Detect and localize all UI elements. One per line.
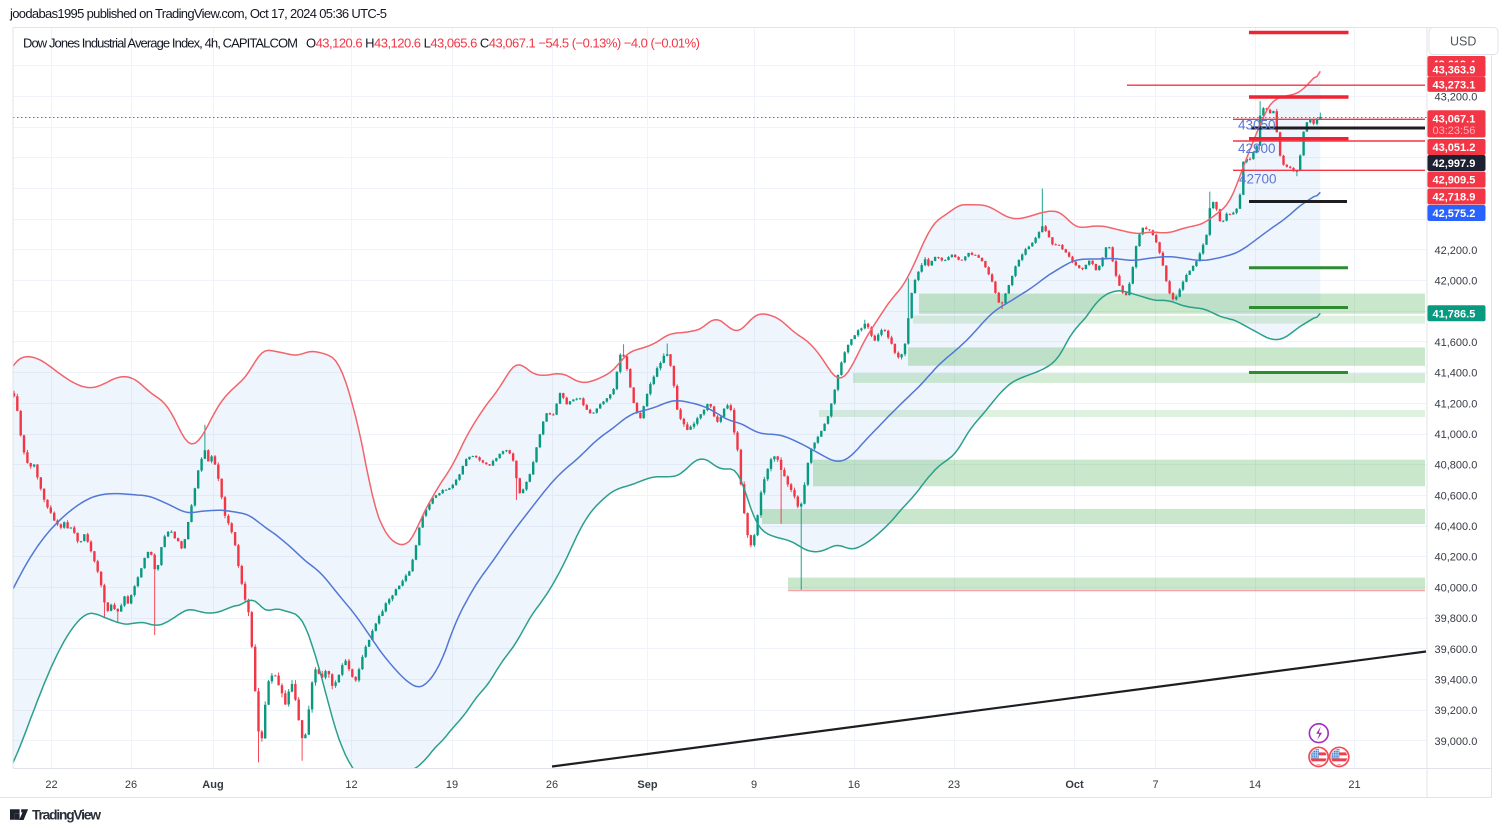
svg-text:9: 9 [751, 779, 757, 791]
svg-text:41,200.0: 41,200.0 [1435, 398, 1478, 410]
svg-text:Dow Jones Industrial Average I: Dow Jones Industrial Average Index, 4h, … [23, 36, 298, 51]
svg-text:43050: 43050 [1238, 118, 1276, 133]
svg-text:39,800.0: 39,800.0 [1435, 613, 1478, 625]
svg-text:42,997.9: 42,997.9 [1433, 158, 1476, 170]
svg-text:O43,120.6 H43,120.6 L43,065.: O43,120.6 H43,120.6 L43,065.6 C43,067.1 … [306, 36, 700, 51]
svg-text:42,718.9: 42,718.9 [1433, 192, 1476, 204]
svg-text:USD: USD [1450, 35, 1476, 49]
svg-text:40,200.0: 40,200.0 [1435, 552, 1478, 564]
svg-text:40,000.0: 40,000.0 [1435, 582, 1478, 594]
svg-text:joodabas1995 published on Trad: joodabas1995 published on TradingView.co… [9, 6, 387, 21]
svg-text:21: 21 [1348, 779, 1360, 791]
svg-text:26: 26 [546, 779, 558, 791]
svg-text:23: 23 [948, 779, 960, 791]
svg-text:42,200.0: 42,200.0 [1435, 245, 1478, 257]
svg-text:42700: 42700 [1239, 172, 1277, 187]
svg-text:Aug: Aug [202, 779, 223, 791]
svg-text:Oct: Oct [1065, 779, 1084, 791]
svg-text:40,400.0: 40,400.0 [1435, 521, 1478, 533]
svg-text:Sep: Sep [637, 779, 657, 791]
svg-text:42,000.0: 42,000.0 [1435, 276, 1478, 288]
svg-text:TradingView: TradingView [32, 808, 101, 823]
svg-text:26: 26 [125, 779, 137, 791]
svg-text:43,067.1: 43,067.1 [1433, 113, 1476, 125]
svg-text:41,600.0: 41,600.0 [1435, 337, 1478, 349]
svg-text:39,600.0: 39,600.0 [1435, 644, 1478, 656]
svg-text:42,575.2: 42,575.2 [1433, 208, 1476, 220]
svg-text:22: 22 [45, 779, 57, 791]
svg-text:43,273.1: 43,273.1 [1433, 79, 1476, 91]
svg-text:12: 12 [345, 779, 357, 791]
svg-text:03:23:56: 03:23:56 [1433, 125, 1476, 137]
svg-text:42900: 42900 [1238, 141, 1276, 156]
svg-text:14: 14 [1249, 779, 1261, 791]
svg-text:41,786.5: 41,786.5 [1433, 308, 1476, 320]
svg-text:39,400.0: 39,400.0 [1435, 675, 1478, 687]
svg-text:19: 19 [446, 779, 458, 791]
svg-text:42,909.5: 42,909.5 [1433, 175, 1476, 187]
svg-text:43,363.9: 43,363.9 [1433, 65, 1476, 77]
svg-text:7: 7 [1152, 779, 1158, 791]
svg-text:39,000.0: 39,000.0 [1435, 736, 1478, 748]
svg-text:40,600.0: 40,600.0 [1435, 490, 1478, 502]
svg-text:43,051.2: 43,051.2 [1433, 142, 1476, 154]
svg-text:41,400.0: 41,400.0 [1435, 368, 1478, 380]
svg-text:43,200.0: 43,200.0 [1435, 92, 1478, 104]
svg-text:40,800.0: 40,800.0 [1435, 460, 1478, 472]
svg-text:41,000.0: 41,000.0 [1435, 429, 1478, 441]
svg-text:39,200.0: 39,200.0 [1435, 705, 1478, 717]
svg-text:16: 16 [848, 779, 860, 791]
